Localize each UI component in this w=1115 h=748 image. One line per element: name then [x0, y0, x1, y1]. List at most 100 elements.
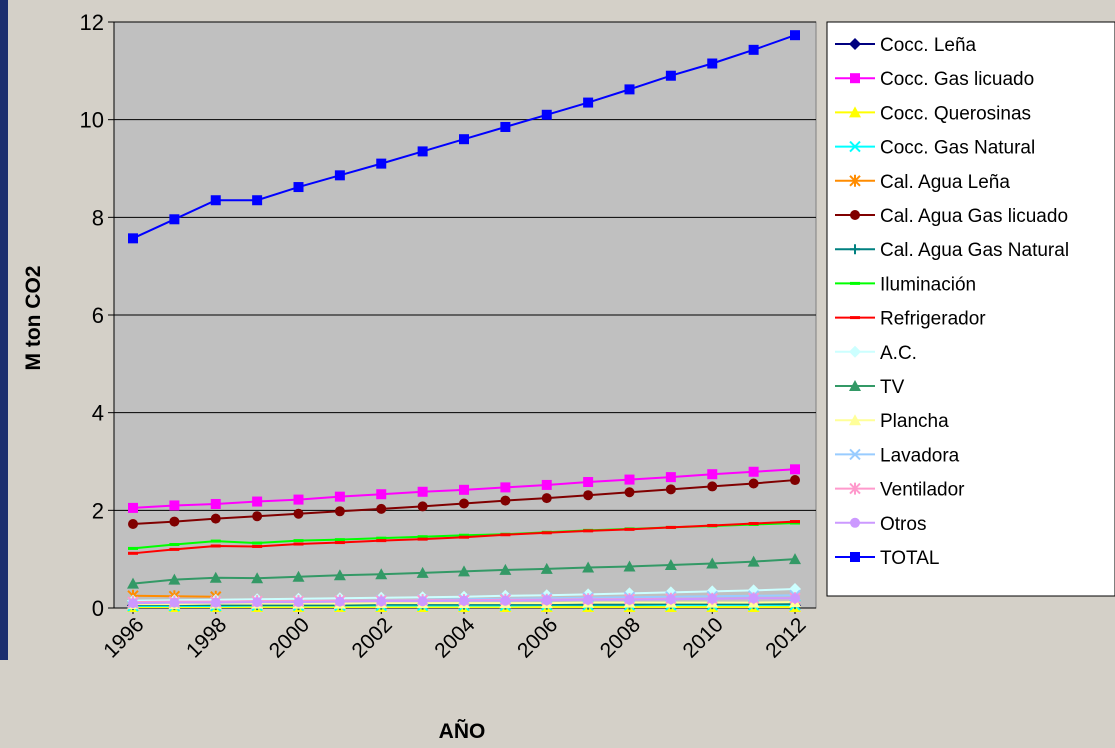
- data-point: [210, 195, 221, 206]
- data-point: [168, 573, 181, 585]
- data-point: [252, 541, 263, 545]
- legend-item: Cocc. Gas licuado: [835, 69, 1034, 90]
- legend-item: A.C.: [835, 343, 917, 364]
- data-point: [128, 519, 138, 530]
- legend-label: Cocc. Gas licuado: [880, 69, 1034, 90]
- data-point: [252, 544, 263, 548]
- data-point: [748, 522, 759, 526]
- data-point: [128, 233, 138, 244]
- y-tick-label: 2: [92, 498, 104, 523]
- legend-label: Cocc. Leña: [880, 35, 977, 56]
- data-point: [376, 489, 387, 500]
- data-point: [665, 70, 676, 81]
- data-point: [375, 568, 388, 580]
- data-point: [707, 469, 718, 480]
- data-point: [707, 481, 718, 492]
- data-point: [747, 555, 760, 567]
- y-tick-label: 12: [80, 10, 104, 35]
- legend-swatch-marker: [850, 517, 860, 528]
- data-point: [541, 493, 552, 504]
- legend-item: Cocc. Leña: [835, 35, 977, 56]
- series-15: [128, 30, 800, 244]
- data-point: [293, 508, 304, 519]
- data-point: [541, 595, 552, 606]
- data-point: [707, 523, 718, 527]
- legend-item: Iluminación: [835, 274, 976, 295]
- legend-item: Otros: [835, 514, 926, 535]
- data-point: [790, 475, 800, 486]
- legend-label: A.C.: [880, 343, 917, 364]
- data-point: [624, 474, 635, 485]
- data-point: [748, 44, 759, 55]
- data-point: [417, 596, 428, 607]
- data-point: [376, 539, 387, 543]
- data-point: [665, 594, 676, 605]
- data-point: [499, 563, 512, 575]
- data-point: [500, 495, 511, 506]
- data-point: [707, 58, 718, 69]
- series-8: [128, 520, 800, 555]
- legend-swatch-marker: [849, 345, 861, 358]
- data-point: [169, 516, 180, 527]
- data-point: [209, 571, 222, 583]
- data-point: [252, 496, 263, 507]
- legend-swatch-marker: [849, 106, 861, 118]
- legend-label: Refrigerador: [880, 309, 986, 330]
- legend-box: [826, 21, 1115, 597]
- data-point: [169, 214, 180, 225]
- data-point: [293, 494, 304, 505]
- data-point: [376, 503, 387, 514]
- data-point: [541, 109, 552, 120]
- legend-label: Cal. Agua Leña: [880, 172, 1010, 193]
- data-point: [293, 539, 304, 543]
- data-point: [582, 561, 595, 573]
- data-point: [169, 597, 180, 608]
- legend-item: Lavadora: [835, 445, 960, 466]
- series-14: [128, 593, 800, 609]
- legend-item: Cal. Agua Gas licuado: [835, 206, 1068, 227]
- legend-swatch-marker: [849, 174, 861, 187]
- legend-label: Cal. Agua Gas licuado: [880, 206, 1068, 227]
- data-point: [583, 97, 594, 108]
- data-point: [210, 597, 221, 608]
- data-point: [790, 520, 800, 524]
- y-tick-label: 10: [80, 108, 104, 133]
- legend-swatch-marker: [849, 414, 861, 426]
- data-point: [500, 482, 511, 493]
- data-point: [293, 542, 304, 546]
- series-1: [128, 464, 800, 513]
- data-point: [540, 562, 553, 574]
- data-point: [790, 593, 800, 604]
- data-point: [459, 134, 469, 145]
- data-point: [665, 484, 676, 495]
- data-point: [251, 572, 264, 584]
- data-point: [293, 182, 304, 193]
- series-5: [128, 475, 800, 530]
- data-point: [169, 547, 180, 551]
- x-axis-label: AÑO: [439, 720, 486, 743]
- legend-item: TOTAL: [835, 548, 939, 569]
- data-point: [790, 464, 800, 475]
- data-point: [790, 30, 800, 41]
- data-point: [252, 511, 263, 522]
- data-point: [252, 195, 263, 206]
- data-point: [333, 569, 346, 581]
- data-point: [417, 146, 428, 157]
- data-point: [583, 529, 594, 533]
- data-point: [459, 498, 469, 509]
- legend-swatch-marker: [849, 140, 861, 153]
- data-point: [416, 566, 429, 578]
- legend-swatch-marker: [850, 281, 860, 285]
- data-point: [417, 535, 428, 539]
- legend-label: Ventilador: [880, 480, 965, 501]
- data-point: [293, 597, 304, 608]
- legend: Cocc. Leña Cocc. Gas licuado Cocc. Querosi…: [826, 21, 1115, 597]
- data-point: [623, 560, 636, 572]
- data-point: [128, 546, 138, 550]
- data-point: [706, 557, 719, 569]
- data-point: [624, 594, 635, 605]
- data-point: [459, 595, 469, 606]
- data-point: [334, 491, 345, 502]
- data-point: [583, 490, 594, 501]
- data-point: [624, 487, 635, 498]
